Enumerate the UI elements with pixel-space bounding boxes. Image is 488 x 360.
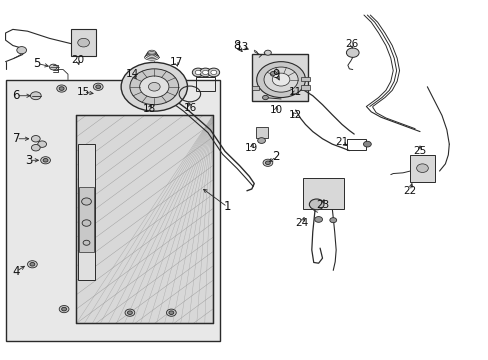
Circle shape <box>57 85 66 92</box>
Circle shape <box>192 68 203 77</box>
Circle shape <box>59 306 69 313</box>
Text: 8: 8 <box>233 39 241 52</box>
Circle shape <box>363 141 370 147</box>
Circle shape <box>257 138 265 143</box>
Text: 2: 2 <box>272 150 279 163</box>
Circle shape <box>30 262 35 266</box>
Circle shape <box>199 68 211 77</box>
Bar <box>195 77 215 91</box>
Text: 3: 3 <box>25 154 33 167</box>
Circle shape <box>168 311 173 315</box>
Circle shape <box>127 311 132 315</box>
Text: 15: 15 <box>77 87 90 97</box>
Bar <box>79 187 94 252</box>
Text: 18: 18 <box>142 104 156 114</box>
Text: 21: 21 <box>335 138 348 147</box>
Circle shape <box>314 217 322 222</box>
Bar <box>5 80 220 341</box>
Circle shape <box>49 64 57 70</box>
Circle shape <box>43 158 48 162</box>
Circle shape <box>256 62 305 98</box>
Text: 11: 11 <box>288 87 302 97</box>
Circle shape <box>31 144 40 151</box>
Circle shape <box>130 69 178 105</box>
Bar <box>300 77 310 81</box>
Text: 23: 23 <box>315 200 328 210</box>
Polygon shape <box>76 116 212 323</box>
Bar <box>251 54 307 101</box>
Circle shape <box>41 157 50 164</box>
Circle shape <box>166 309 176 316</box>
Text: 9: 9 <box>272 68 279 81</box>
Circle shape <box>210 70 216 75</box>
Text: 5: 5 <box>34 57 41 70</box>
Circle shape <box>83 240 90 245</box>
Text: 24: 24 <box>295 218 308 228</box>
Circle shape <box>27 261 37 268</box>
Circle shape <box>125 309 135 316</box>
Circle shape <box>262 95 268 100</box>
Text: 6: 6 <box>13 89 20 102</box>
Text: 22: 22 <box>403 186 416 196</box>
Circle shape <box>96 85 101 89</box>
Circle shape <box>309 199 324 210</box>
Circle shape <box>93 83 103 90</box>
Circle shape <box>82 220 91 226</box>
Circle shape <box>17 46 26 54</box>
Circle shape <box>59 87 64 90</box>
Text: 19: 19 <box>244 143 258 153</box>
Circle shape <box>202 70 208 75</box>
Circle shape <box>121 62 187 111</box>
Circle shape <box>416 164 427 172</box>
Circle shape <box>81 198 91 205</box>
Text: 16: 16 <box>184 103 197 113</box>
Bar <box>78 144 95 280</box>
Text: 4: 4 <box>13 265 20 278</box>
Text: 7: 7 <box>13 132 20 145</box>
Circle shape <box>207 68 219 77</box>
Bar <box>300 85 310 90</box>
Circle shape <box>148 82 160 91</box>
Bar <box>71 30 96 56</box>
Circle shape <box>140 76 168 98</box>
Circle shape <box>38 141 46 147</box>
Bar <box>346 139 366 149</box>
Text: 12: 12 <box>288 111 302 121</box>
Circle shape <box>31 135 40 142</box>
Text: 20: 20 <box>71 55 84 65</box>
Bar <box>303 178 344 209</box>
Circle shape <box>78 39 89 47</box>
Circle shape <box>265 161 270 165</box>
Circle shape <box>346 48 358 57</box>
Circle shape <box>270 71 277 76</box>
Circle shape <box>61 307 66 311</box>
Text: 25: 25 <box>412 146 426 156</box>
Circle shape <box>264 67 298 92</box>
Text: 26: 26 <box>345 39 358 49</box>
Circle shape <box>263 159 272 166</box>
Text: 14: 14 <box>125 69 139 79</box>
Text: 1: 1 <box>223 201 231 213</box>
Circle shape <box>264 50 271 55</box>
Circle shape <box>195 70 201 75</box>
Circle shape <box>272 73 289 86</box>
Text: 17: 17 <box>169 57 183 67</box>
Bar <box>251 86 259 90</box>
Text: 13: 13 <box>235 42 248 52</box>
Bar <box>409 155 434 182</box>
Text: 10: 10 <box>269 105 282 115</box>
Bar <box>255 127 267 138</box>
Circle shape <box>30 92 41 100</box>
Circle shape <box>329 218 336 223</box>
